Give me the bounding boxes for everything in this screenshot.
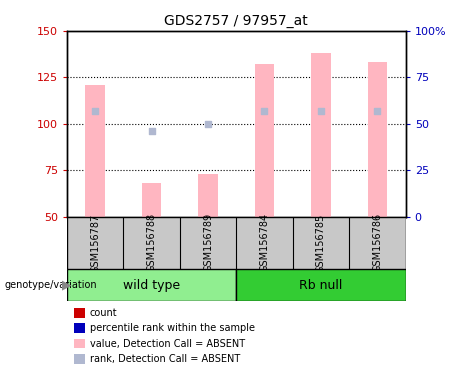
Point (317, 108, 325, 114)
Text: GSM156789: GSM156789 (203, 214, 213, 272)
Point (261, 108, 268, 114)
Point (374, 108, 381, 114)
Bar (198, 174, 218, 217)
Text: value, Detection Call = ABSENT: value, Detection Call = ABSENT (90, 339, 245, 349)
Text: count: count (90, 308, 118, 318)
Bar (67, 269, 236, 301)
Text: GSM156784: GSM156784 (260, 214, 270, 272)
Point (204, 121, 212, 127)
Text: GSM156787: GSM156787 (90, 213, 100, 273)
Bar (311, 53, 331, 217)
Text: rank, Detection Call = ABSENT: rank, Detection Call = ABSENT (90, 354, 240, 364)
Bar (236, 269, 406, 301)
Text: ▶: ▶ (62, 279, 72, 291)
Bar (254, 64, 274, 217)
Point (148, 128, 155, 134)
Text: GSM156786: GSM156786 (372, 214, 383, 272)
Text: GSM156788: GSM156788 (147, 214, 157, 272)
Text: GSM156785: GSM156785 (316, 213, 326, 273)
Text: wild type: wild type (123, 279, 180, 291)
Text: percentile rank within the sample: percentile rank within the sample (90, 323, 255, 333)
Text: genotype/variation: genotype/variation (5, 280, 97, 290)
Text: Rb null: Rb null (299, 279, 343, 291)
Bar (367, 62, 387, 217)
Bar (85, 85, 105, 217)
Title: GDS2757 / 97957_at: GDS2757 / 97957_at (165, 14, 308, 28)
Bar (142, 184, 161, 217)
Point (91, 108, 99, 114)
